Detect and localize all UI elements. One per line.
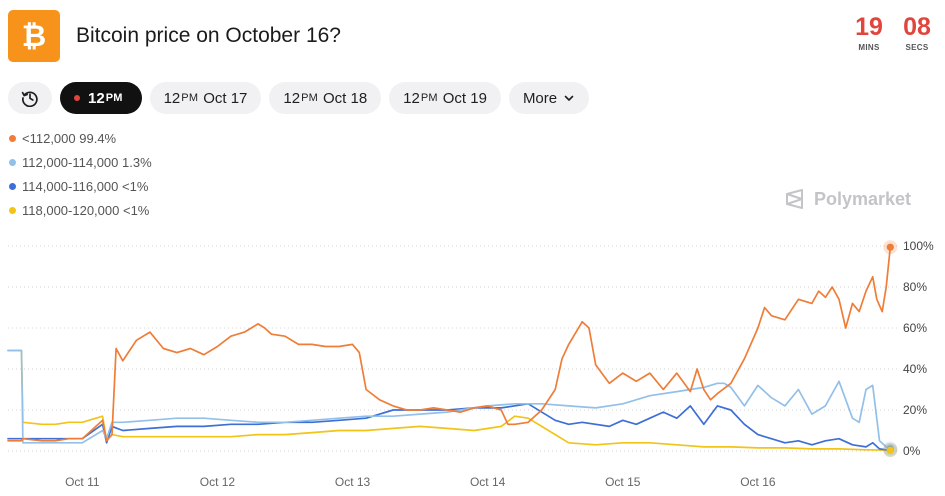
tab-suffix: PM — [301, 92, 318, 104]
tab-date: Oct 19 — [442, 89, 487, 107]
legend-series-value: <1% — [122, 178, 149, 194]
legend-series-name: 112,000-114,000 — [22, 154, 119, 170]
bitcoin-logo: ₿ — [8, 10, 60, 62]
legend-item: 112,000-114,000 1.3% — [9, 150, 152, 174]
y-tick-label: 20% — [903, 403, 927, 417]
legend-color-dot — [9, 134, 16, 142]
tab-12pm-live[interactable]: 12 PM — [60, 82, 142, 114]
legend-series-name: <112,000 — [22, 130, 76, 146]
tab-12pm-oct-19[interactable]: 12 PM Oct 19 — [389, 82, 501, 114]
live-dot-icon — [74, 95, 80, 101]
countdown-minutes: 19 MINS — [852, 13, 886, 53]
tab-time: 12 — [163, 89, 181, 107]
tab-time: 12 — [403, 89, 420, 107]
legend-color-dot — [9, 158, 16, 166]
legend-item: 114,000-116,000 <1% — [9, 174, 152, 198]
y-tick-label: 80% — [903, 280, 927, 294]
tab-time: 12 — [283, 89, 301, 107]
svg-text:₿: ₿ — [22, 20, 46, 53]
clock-history-icon — [21, 91, 38, 107]
tab-time: 12 — [88, 89, 105, 107]
polymarket-watermark: Polymarket — [784, 188, 911, 210]
x-tick-label: Oct 13 — [335, 475, 371, 489]
series-end-point — [886, 243, 894, 251]
y-tick-label: 40% — [903, 362, 927, 376]
countdown-timer: 19 MINS 08 SECS — [852, 13, 934, 53]
bitcoin-icon: ₿ — [22, 20, 46, 53]
tab-suffix: PM — [181, 92, 199, 104]
chart-legend: <112,000 99.4% 112,000-114,000 1.3% 114,… — [9, 126, 152, 222]
market-header: ₿ Bitcoin price on October 16? 19 MINS 0… — [8, 10, 938, 66]
series-end-point — [886, 446, 894, 454]
seconds-value: 08 — [903, 13, 931, 41]
market-title: Bitcoin price on October 16? — [76, 24, 341, 47]
more-label: More — [522, 89, 558, 107]
x-tick-label: Oct 14 — [470, 475, 506, 489]
series-line — [7, 349, 892, 452]
legend-color-dot — [9, 206, 16, 214]
tab-12pm-oct-17[interactable]: 12 PM Oct 17 — [149, 82, 262, 114]
legend-series-value: 99.4% — [79, 130, 117, 146]
legend-series-name: 118,000-120,000 — [22, 202, 120, 218]
tab-suffix: PM — [105, 92, 123, 104]
tab-suffix: PM — [420, 92, 438, 104]
chevron-down-icon — [564, 95, 574, 101]
legend-series-value: 1.3% — [122, 154, 152, 170]
legend-item: 118,000-120,000 <1% — [9, 198, 152, 222]
price-chart: 0% 20% 40% 60% 80% 100% Oct 11 Oct 12 Oct 13 Oct … — [7, 239, 934, 489]
series-line — [7, 349, 892, 450]
tab-date: Oct 18 — [322, 89, 368, 107]
legend-series-value: <1% — [122, 202, 150, 218]
x-tick-label: Oct 12 — [200, 475, 236, 489]
legend-item: <112,000 99.4% — [9, 126, 152, 150]
minutes-label: MINS — [858, 43, 880, 52]
minutes-value: 19 — [855, 13, 883, 41]
countdown-seconds: 08 SECS — [900, 13, 934, 53]
legend-series-name: 114,000-116,000 — [22, 178, 119, 194]
more-dropdown[interactable]: More — [508, 82, 590, 114]
y-tick-label: 60% — [903, 321, 927, 335]
series-line — [7, 402, 892, 451]
tab-date: Oct 17 — [203, 89, 248, 107]
time-tabs: 12 PM 12 PM Oct 17 12 PM Oct 18 12 PM Oct 19 Mo… — [8, 82, 590, 114]
history-button[interactable] — [8, 82, 52, 114]
y-tick-label: 100% — [903, 239, 934, 253]
x-tick-label: Oct 11 — [65, 475, 100, 489]
y-tick-label: 0% — [903, 444, 921, 458]
polymarket-icon — [785, 189, 803, 209]
tab-12pm-oct-18[interactable]: 12 PM Oct 18 — [269, 82, 382, 114]
x-tick-label: Oct 15 — [605, 475, 641, 489]
seconds-label: SECS — [905, 43, 929, 52]
x-tick-label: Oct 16 — [740, 475, 776, 489]
series-line — [7, 246, 892, 442]
watermark-text: Polymarket — [813, 188, 911, 209]
legend-color-dot — [9, 182, 16, 190]
